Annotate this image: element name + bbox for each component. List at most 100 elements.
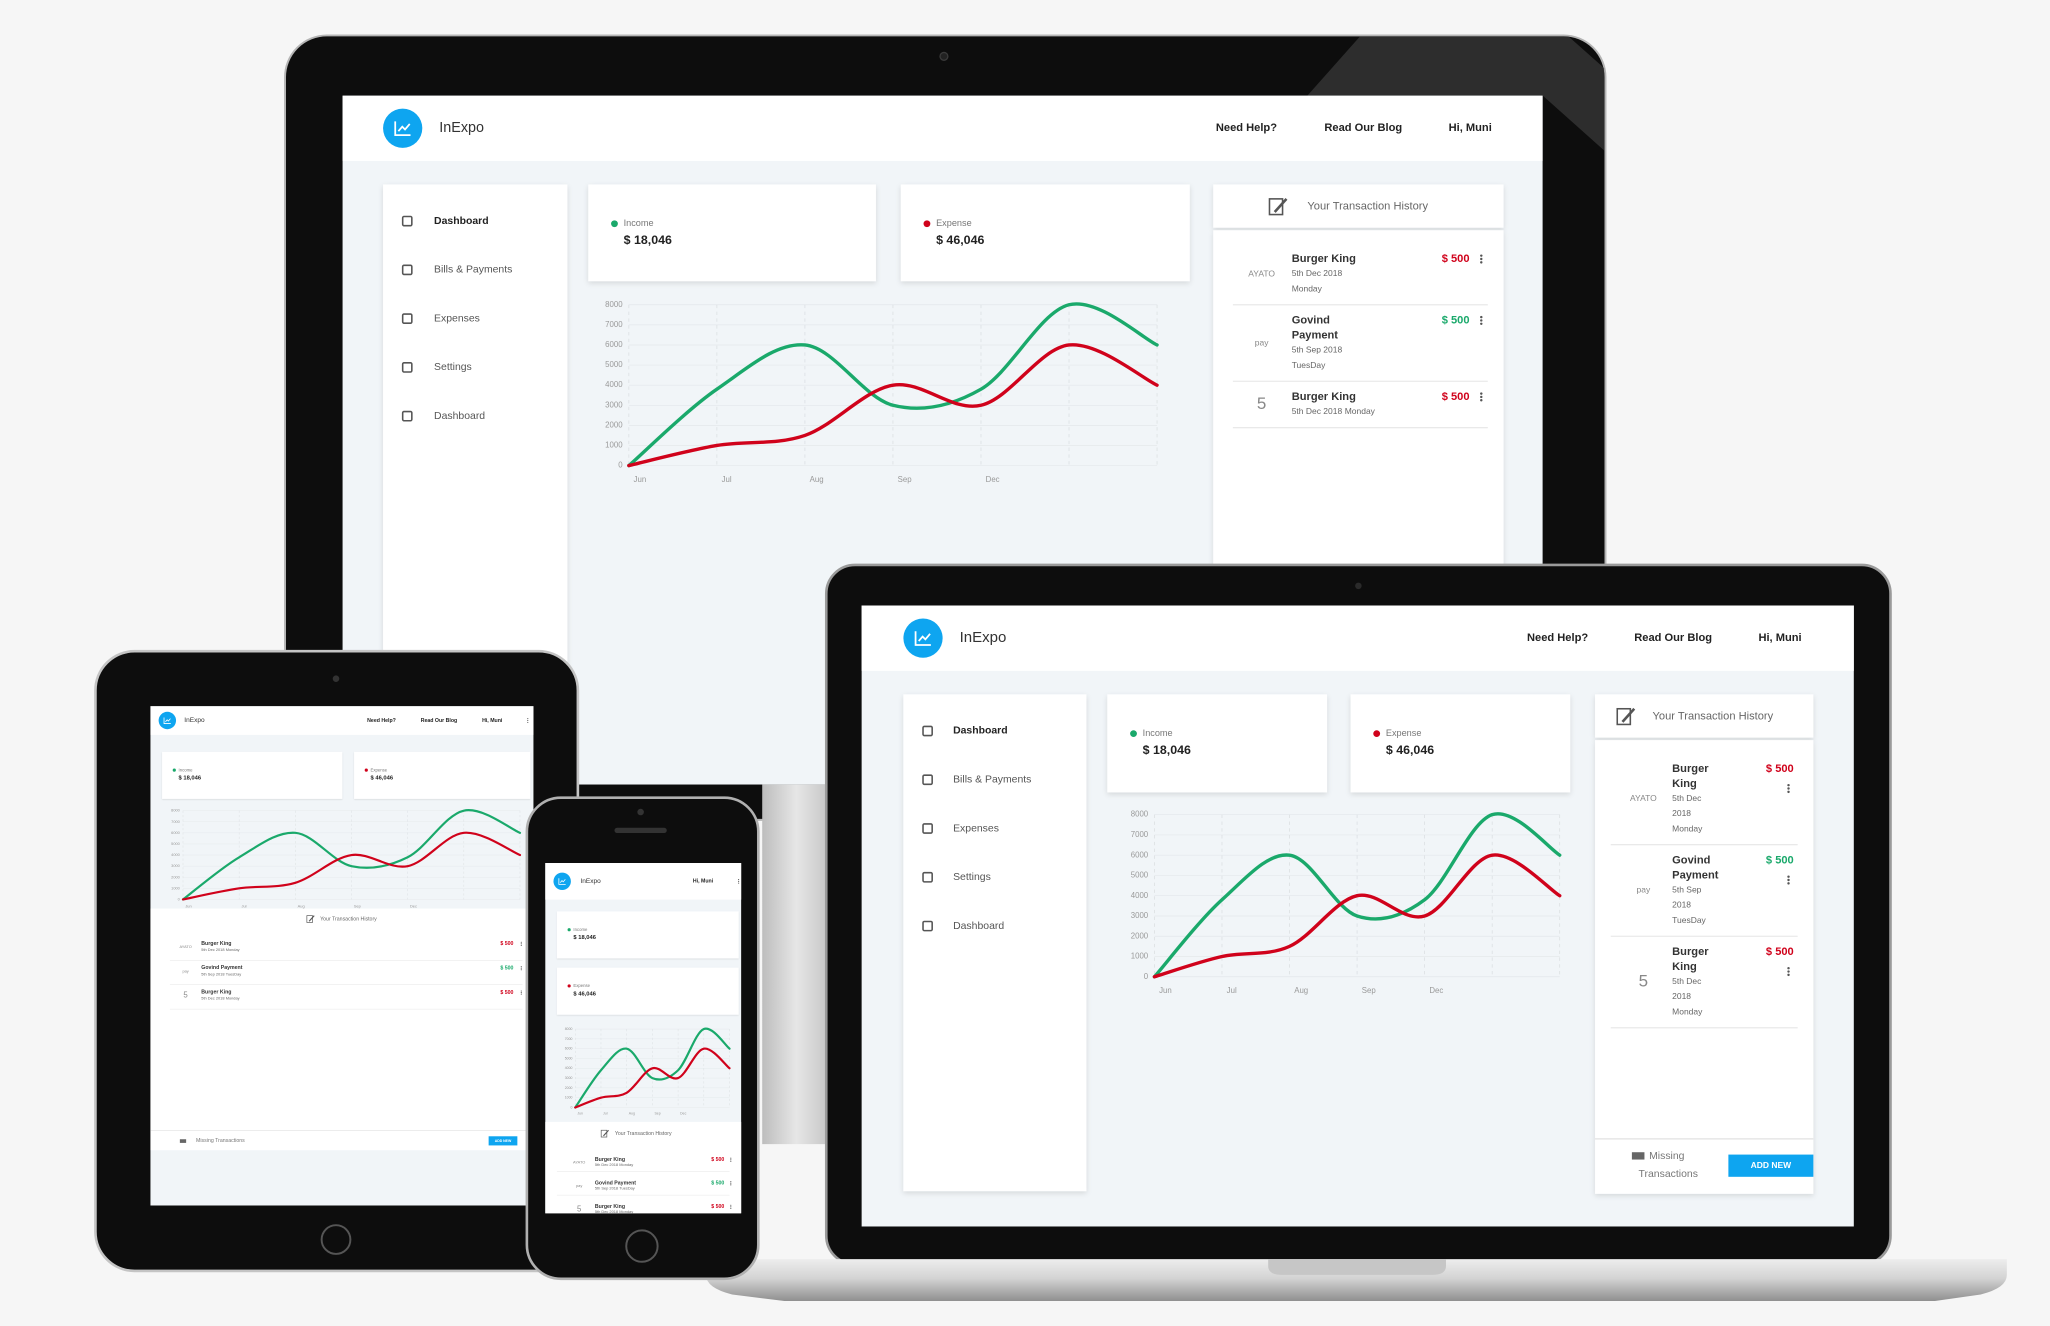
x-tick-label: Sep bbox=[1362, 986, 1377, 995]
x-tick-label: Aug bbox=[629, 1112, 635, 1116]
y-tick-label: 7000 bbox=[605, 320, 623, 329]
tx-date: 5th Dec 2018 bbox=[1672, 793, 1704, 818]
x-tick-label: Jul bbox=[242, 904, 247, 909]
tx-name: Burger King bbox=[201, 941, 231, 947]
tx-amount: $ 500 bbox=[1442, 314, 1470, 326]
panel-body bbox=[1595, 740, 1814, 1194]
history-icon bbox=[1273, 197, 1288, 213]
card-value: $ 46,046 bbox=[1386, 743, 1434, 757]
tx-name: Govind Payment bbox=[595, 1181, 636, 1187]
sidebar-icon bbox=[401, 215, 413, 227]
text-line: Missing bbox=[1649, 1151, 1687, 1162]
tx-detail: 5th Dec 2018Monday bbox=[595, 1209, 633, 1214]
x-tick-label: Jul bbox=[603, 1112, 608, 1116]
card-label: Income bbox=[1143, 728, 1173, 738]
phone-screen: InExpo Hi, Muni Income $ 18,046 Expense $ 46,… bbox=[545, 863, 742, 1214]
text-line: Missing Transactions bbox=[196, 1138, 245, 1144]
panel-title: Your Transaction History bbox=[1653, 711, 1774, 723]
sidebar-item: Settings bbox=[434, 362, 472, 373]
tx-date: 5th Dec 2018 bbox=[1292, 406, 1343, 416]
tx-menu-dot bbox=[1480, 395, 1483, 399]
text-line: 2018 bbox=[1672, 900, 1691, 910]
sidebar-item: Dashboard bbox=[434, 216, 489, 227]
series-line bbox=[181, 809, 522, 901]
header-bar bbox=[861, 605, 1854, 671]
tx-detail: 5th Dec 2018Monday bbox=[201, 947, 239, 952]
y-tick-label: 0 bbox=[571, 1105, 573, 1109]
summary-card bbox=[588, 184, 876, 282]
menu-dot bbox=[738, 878, 740, 881]
brand-logo-icon bbox=[559, 879, 566, 883]
brand-logo-icon bbox=[914, 631, 931, 646]
y-tick-label: 0 bbox=[618, 461, 623, 470]
y-tick-label: 7000 bbox=[1131, 830, 1149, 839]
x-tick-label: Dec bbox=[410, 904, 417, 909]
x-tick-label: Aug bbox=[1294, 986, 1308, 995]
tx-menu-dot bbox=[730, 1181, 732, 1183]
text-line: 2018 bbox=[1672, 991, 1691, 1001]
sidebar-icon bbox=[401, 313, 413, 324]
tx-menu-dot bbox=[730, 1182, 732, 1184]
tx-detail: 5th Sep 2018TuesDay bbox=[595, 1186, 635, 1191]
brand-logo-icon bbox=[918, 633, 931, 642]
tx-menu-dot bbox=[1480, 319, 1483, 322]
panel-body bbox=[545, 1121, 742, 1214]
tx-day: Monday bbox=[1672, 1006, 1703, 1016]
monitor-stand bbox=[762, 784, 831, 1145]
summary-card bbox=[162, 751, 343, 799]
x-tick-label: Jun bbox=[577, 1112, 583, 1116]
nav-link: Read Our Blog bbox=[421, 718, 458, 724]
y-tick-label: 7000 bbox=[171, 819, 181, 824]
history-icon bbox=[1268, 198, 1284, 216]
history-icon bbox=[308, 915, 315, 922]
tx-menu-dot bbox=[520, 943, 522, 945]
brand-name: InExpo bbox=[580, 878, 601, 885]
tx-amount: $ 500 bbox=[1442, 391, 1470, 403]
x-tick-label: Aug bbox=[810, 475, 824, 484]
tx-menu-dot bbox=[1480, 261, 1483, 264]
tx-name: Govind Payment bbox=[1292, 314, 1339, 341]
tx-day: TuesDay bbox=[1292, 360, 1326, 370]
card-value: $ 18,046 bbox=[1143, 743, 1191, 757]
missing-icon bbox=[1631, 1152, 1645, 1160]
missing-icon bbox=[179, 1139, 187, 1143]
brand-logo-icon bbox=[558, 878, 566, 885]
laptop-base bbox=[705, 1259, 2007, 1302]
sidebar bbox=[903, 694, 1087, 1192]
summary-card bbox=[900, 184, 1190, 282]
panel-title: Your Transaction History bbox=[320, 916, 377, 922]
y-tick-label: 3000 bbox=[171, 863, 181, 868]
card-value: $ 18,046 bbox=[624, 233, 672, 247]
menu-dot bbox=[527, 719, 529, 722]
tx-date: 5th Dec 2018 bbox=[595, 1209, 618, 1214]
y-tick-label: 2000 bbox=[605, 420, 623, 429]
tx-menu-dot bbox=[1787, 973, 1790, 977]
card-label: Income bbox=[179, 767, 194, 772]
sidebar-item: Dashboard bbox=[434, 411, 485, 422]
sidebar-icon bbox=[922, 920, 933, 932]
tx-date: 5th Sep 2018 bbox=[595, 1186, 618, 1191]
monitor-camera bbox=[939, 51, 949, 61]
y-tick-label: 2000 bbox=[171, 874, 181, 879]
text-line: Payment bbox=[1672, 869, 1719, 881]
y-tick-label: 3000 bbox=[1131, 911, 1149, 920]
series-line bbox=[1152, 853, 1562, 979]
laptop-camera bbox=[1355, 582, 1362, 590]
tx-menu-dot bbox=[1787, 882, 1790, 885]
legend-dot bbox=[172, 768, 176, 772]
phone-camera bbox=[637, 808, 644, 816]
tx-menu-dot bbox=[1787, 790, 1790, 794]
tx-day: Monday bbox=[226, 947, 240, 952]
tx-amount: $ 500 bbox=[500, 941, 513, 947]
text-line: Burger bbox=[1672, 946, 1712, 958]
nav-link: Need Help? bbox=[367, 718, 396, 724]
tx-name: Burger King bbox=[595, 1204, 625, 1210]
sidebar-item: Bills & Payments bbox=[953, 775, 1031, 786]
y-tick-label: 4000 bbox=[1131, 891, 1149, 900]
x-tick-label: Sep bbox=[354, 904, 362, 909]
tx-menu-dot bbox=[730, 1206, 732, 1208]
card-value: $ 46,046 bbox=[371, 776, 394, 782]
y-tick-label: 6000 bbox=[171, 830, 181, 835]
tx-logo: 5 bbox=[1639, 971, 1648, 990]
